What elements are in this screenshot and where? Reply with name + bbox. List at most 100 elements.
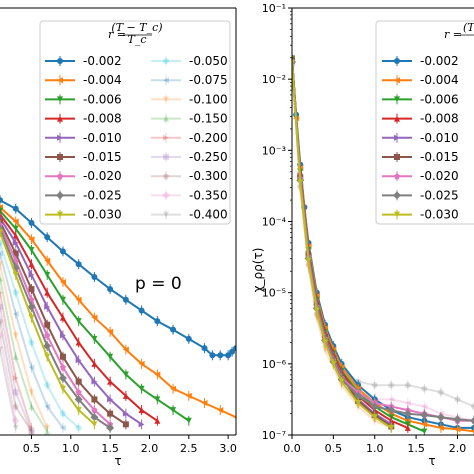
legend-title-lhs: r = bbox=[108, 28, 126, 41]
data-point bbox=[354, 391, 363, 400]
right-legend-box bbox=[375, 20, 474, 225]
legend-label: -0.030 bbox=[83, 208, 122, 222]
data-point bbox=[470, 416, 474, 425]
data-point bbox=[388, 396, 395, 403]
data-point bbox=[12, 332, 19, 339]
left-x-axis-label: τ bbox=[114, 454, 121, 468]
data-point bbox=[370, 402, 379, 411]
data-point bbox=[305, 257, 312, 264]
series--0.350 bbox=[0, 330, 20, 426]
right-legend-title: r = (T bbox=[444, 21, 474, 41]
data-point bbox=[122, 410, 129, 417]
data-point bbox=[185, 392, 192, 399]
legend-marker bbox=[393, 191, 401, 200]
legend-label: -0.015 bbox=[420, 150, 459, 164]
data-point bbox=[138, 360, 145, 367]
data-point bbox=[91, 314, 98, 321]
legend-marker bbox=[394, 96, 400, 103]
series-line bbox=[0, 242, 80, 429]
y-tick-label: 10⁻¹ bbox=[262, 2, 286, 15]
y-tick-label: 10⁻² bbox=[262, 73, 286, 86]
legend-item--0.075: -0.075 bbox=[151, 73, 228, 87]
data-point bbox=[12, 403, 19, 410]
data-point bbox=[12, 289, 19, 296]
legend-marker bbox=[163, 115, 169, 122]
left-plot-area bbox=[0, 195, 236, 435]
data-point bbox=[28, 364, 35, 371]
right-y-ticks: 10⁻⁷ 10⁻⁶ 10⁻⁵ 10⁻⁴ 10⁻³ 10⁻² 10⁻¹ bbox=[262, 2, 292, 442]
right-panel: 10⁻⁷ 10⁻⁶ 10⁻⁵ 10⁻⁴ 10⁻³ 10⁻² 10⁻¹ 0.0 0.5 1.0 1.… bbox=[251, 2, 474, 468]
series--0.150 bbox=[0, 273, 51, 435]
left-panel: 0.5 1.0 1.5 2.0 2.5 3.0 τ p = 0 r = (T − T_c)… bbox=[0, 7, 237, 468]
legend-label: -0.004 bbox=[420, 73, 459, 87]
data-point bbox=[44, 303, 51, 310]
left-legend: r = (T − T_c) T_c -0.002 -0.004 -0.006 -0.0… bbox=[39, 20, 231, 225]
data-point bbox=[59, 410, 66, 417]
legend-marker bbox=[57, 77, 63, 84]
data-point bbox=[28, 314, 35, 321]
x-tick-label: 3.0 bbox=[219, 442, 237, 455]
data-point bbox=[12, 205, 19, 212]
data-point bbox=[75, 407, 82, 414]
legend-label: -0.350 bbox=[189, 188, 228, 202]
data-point bbox=[91, 274, 98, 281]
data-point bbox=[0, 239, 3, 246]
x-tick-label: 1.0 bbox=[366, 442, 384, 455]
data-point bbox=[59, 424, 66, 431]
legend-label: -0.006 bbox=[420, 92, 459, 106]
legend-marker bbox=[163, 154, 169, 160]
legend-marker bbox=[394, 58, 400, 64]
data-point bbox=[0, 318, 3, 325]
data-point bbox=[436, 413, 445, 422]
legend-marker bbox=[163, 77, 169, 84]
data-point bbox=[0, 207, 3, 214]
data-point bbox=[75, 261, 82, 268]
data-point bbox=[421, 421, 428, 428]
legend-item--0.015: -0.015 bbox=[45, 150, 122, 164]
data-point bbox=[233, 345, 236, 352]
data-point bbox=[44, 321, 51, 328]
legend-item--0.250: -0.250 bbox=[151, 150, 228, 164]
series--0.015 bbox=[0, 216, 129, 430]
data-point bbox=[201, 345, 208, 352]
data-point bbox=[59, 332, 66, 339]
data-point bbox=[28, 246, 35, 253]
data-point bbox=[122, 296, 129, 303]
legend-marker bbox=[394, 154, 400, 160]
data-point bbox=[0, 275, 3, 282]
data-point bbox=[11, 416, 20, 425]
data-point bbox=[59, 364, 66, 371]
series-line bbox=[0, 320, 33, 432]
data-point bbox=[74, 395, 83, 404]
legend-marker bbox=[57, 115, 63, 122]
y-tick-label: 10⁻⁴ bbox=[262, 216, 287, 229]
legend-item--0.004: -0.004 bbox=[382, 73, 459, 87]
data-point bbox=[313, 307, 320, 314]
legend-label: -0.030 bbox=[420, 208, 459, 222]
data-point bbox=[59, 278, 66, 285]
legend-label: -0.150 bbox=[189, 112, 228, 126]
data-point bbox=[0, 291, 3, 295]
data-point bbox=[122, 421, 129, 428]
data-point bbox=[471, 424, 474, 431]
legend-item--0.400: -0.400 bbox=[151, 208, 228, 222]
series--0.030 bbox=[292, 57, 395, 433]
legend-label: -0.300 bbox=[189, 169, 228, 183]
x-tick-label: 1.5 bbox=[407, 442, 425, 455]
right-x-ticks: 0.0 0.5 1.0 1.5 2.0 bbox=[283, 435, 466, 455]
series--0.006 bbox=[0, 205, 192, 426]
x-tick-label: 1.0 bbox=[62, 442, 80, 455]
series--0.200 bbox=[0, 287, 35, 433]
data-point bbox=[122, 346, 129, 353]
data-point bbox=[44, 257, 51, 264]
y-tick-label: 10⁻⁵ bbox=[262, 287, 286, 300]
series-line bbox=[0, 206, 236, 419]
legend-marker bbox=[394, 211, 400, 218]
legend-marker bbox=[56, 191, 64, 200]
legend-marker bbox=[394, 115, 400, 122]
data-point bbox=[0, 250, 3, 257]
legend-label: -0.004 bbox=[83, 73, 122, 87]
data-point bbox=[403, 409, 412, 418]
data-point bbox=[170, 326, 177, 333]
data-point bbox=[292, 59, 295, 66]
